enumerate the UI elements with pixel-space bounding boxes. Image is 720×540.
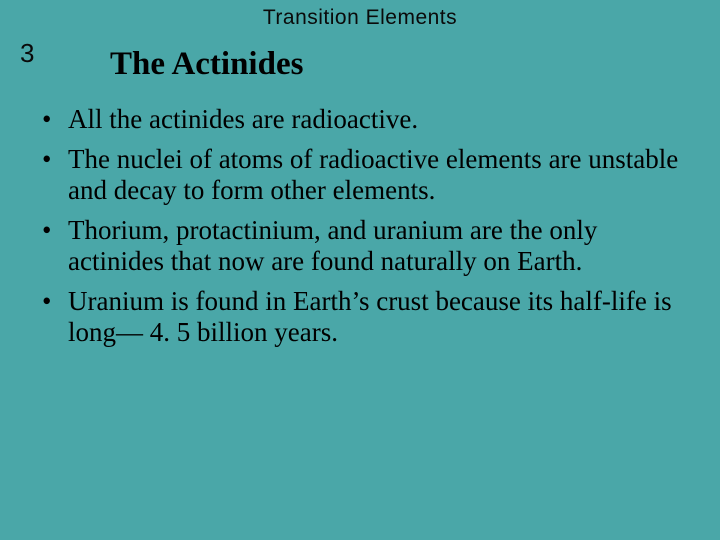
- list-item: The nuclei of atoms of radioactive eleme…: [40, 144, 690, 207]
- bullet-list: All the actinides are radioactive. The n…: [40, 104, 690, 357]
- slide-title: The Actinides: [110, 46, 303, 83]
- header-title: Transition Elements: [0, 6, 720, 30]
- list-item: Thorium, protactinium, and uranium are t…: [40, 215, 690, 278]
- list-item: Uranium is found in Earth’s crust becaus…: [40, 286, 690, 349]
- section-number: 3: [20, 38, 34, 69]
- list-item: All the actinides are radioactive.: [40, 104, 690, 136]
